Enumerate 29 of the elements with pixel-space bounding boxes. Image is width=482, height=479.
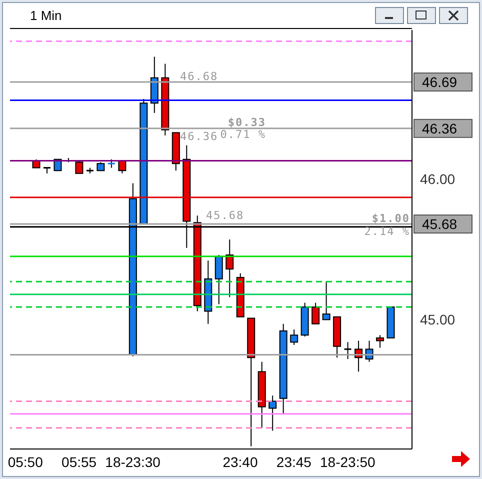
candlestick: [344, 342, 352, 360]
candlestick: [226, 239, 234, 298]
candlestick: [312, 302, 320, 324]
annotation: 0.71 %: [220, 128, 266, 141]
x-tick-label: 05:50: [8, 454, 44, 470]
annotation: $1.00: [370, 212, 410, 225]
annotation: 46.68: [180, 70, 218, 84]
x-tick-label: 05:55: [62, 454, 97, 470]
candlestick: [268, 395, 277, 432]
x-tick-label: 23:45: [276, 454, 312, 470]
ref-line-label: 46.69: [422, 74, 458, 90]
candlestick: [322, 281, 330, 320]
y-tick-label: 46.00: [420, 171, 456, 188]
chart-title: 1 Min: [30, 8, 62, 23]
candlestick: [376, 334, 384, 348]
ref-line-label: 45.68: [422, 216, 458, 232]
y-tick-label: 45.00: [420, 312, 456, 328]
x-tick-label: 18-23:50: [320, 454, 376, 470]
x-tick-label: 23:40: [222, 454, 258, 470]
ref-line-label: 46.36: [422, 120, 458, 136]
candlestick: [214, 254, 223, 305]
candlestick: [75, 160, 84, 174]
annotation: 46.36: [180, 130, 218, 143]
candlestick: [43, 167, 50, 174]
x-tick-label: 18-23:30: [105, 454, 161, 470]
annotation: $0.33: [226, 116, 266, 129]
annotation: 2.14 %: [363, 225, 410, 238]
annotation: 45.68: [206, 209, 244, 222]
candlestick: [290, 328, 298, 346]
